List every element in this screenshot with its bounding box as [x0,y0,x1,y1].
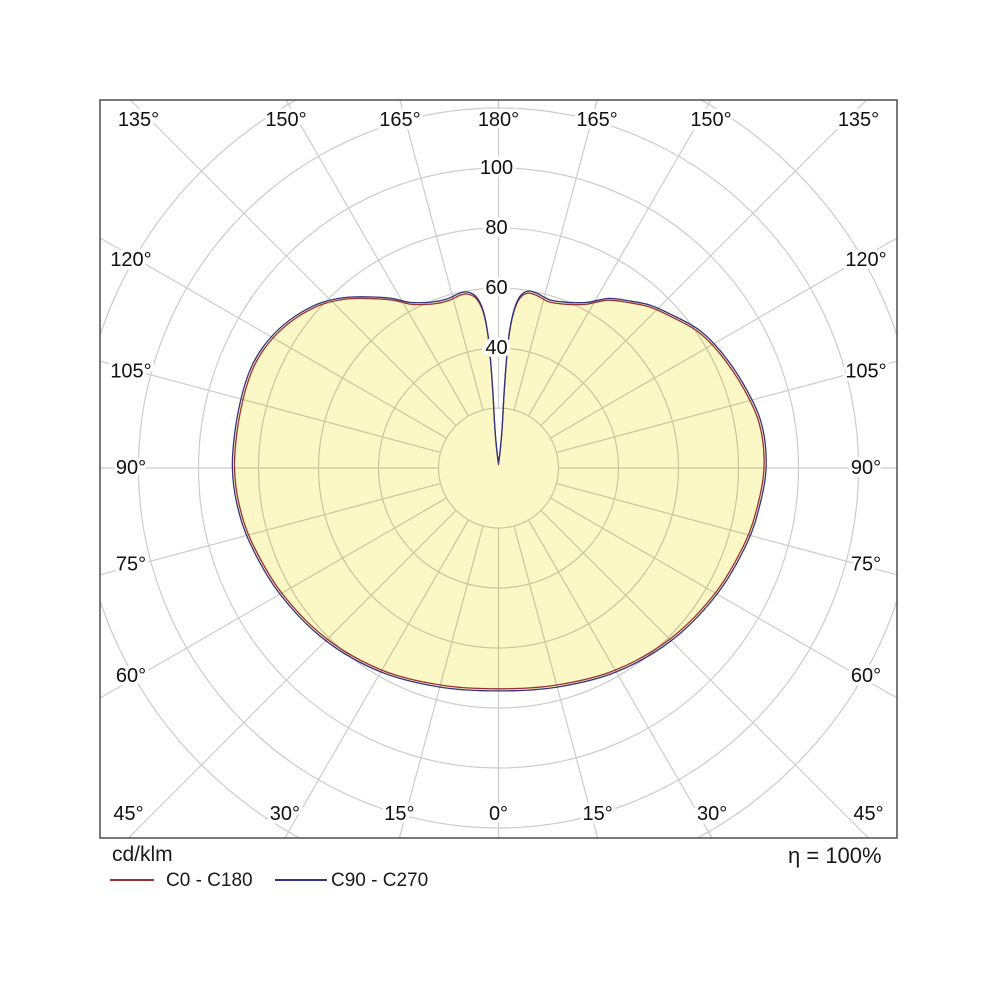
angle-label-15-left: 15° [384,803,414,825]
angle-label-90-left: 90° [116,457,146,479]
angle-label-150-left: 150° [265,109,306,131]
curve-c90-c270 [231,290,767,692]
angle-label-135-left: 135° [118,109,159,131]
angle-label-150-right: 150° [690,109,731,131]
angle-label-45-right: 45° [853,803,883,825]
plot-frame [99,99,898,839]
units-label: cd/klm [112,843,173,866]
angle-label-0-right: 0° [489,803,508,825]
angle-label-165-right: 165° [576,109,617,131]
angle-label-105-right: 105° [845,360,886,382]
legend-label-c90-c270: C90 - C270 [331,870,429,891]
angle-label-90-right: 90° [851,457,881,479]
angle-label-120-left: 120° [110,249,151,271]
radial-label-40: 40 [485,337,507,359]
legend-label-c0-c180: C0 - C180 [166,870,253,891]
angle-label-30-left: 30° [270,803,300,825]
angle-label-105-left: 105° [110,360,151,382]
angle-label-75-left: 75° [116,554,146,576]
efficiency-label: η = 100% [788,843,882,868]
angle-label-120-right: 120° [845,249,886,271]
legend-line-c0-c180 [110,879,154,881]
radial-label-60: 60 [485,277,507,299]
angle-label-165-left: 165° [379,109,420,131]
legend-line-c90-c270 [275,879,327,881]
radial-label-80: 80 [485,217,507,239]
angle-label-135-right: 135° [838,109,879,131]
angle-label-75-right: 75° [851,554,881,576]
angle-label-60-left: 60° [116,665,146,687]
angle-label-45-left: 45° [113,803,143,825]
angle-label-30-right: 30° [697,803,727,825]
radial-label-100: 100 [480,157,513,179]
angle-label-180-right: 180° [478,109,519,131]
angle-label-15-right: 15° [582,803,612,825]
angle-label-60-right: 60° [851,665,881,687]
intensity-fill [232,290,767,691]
